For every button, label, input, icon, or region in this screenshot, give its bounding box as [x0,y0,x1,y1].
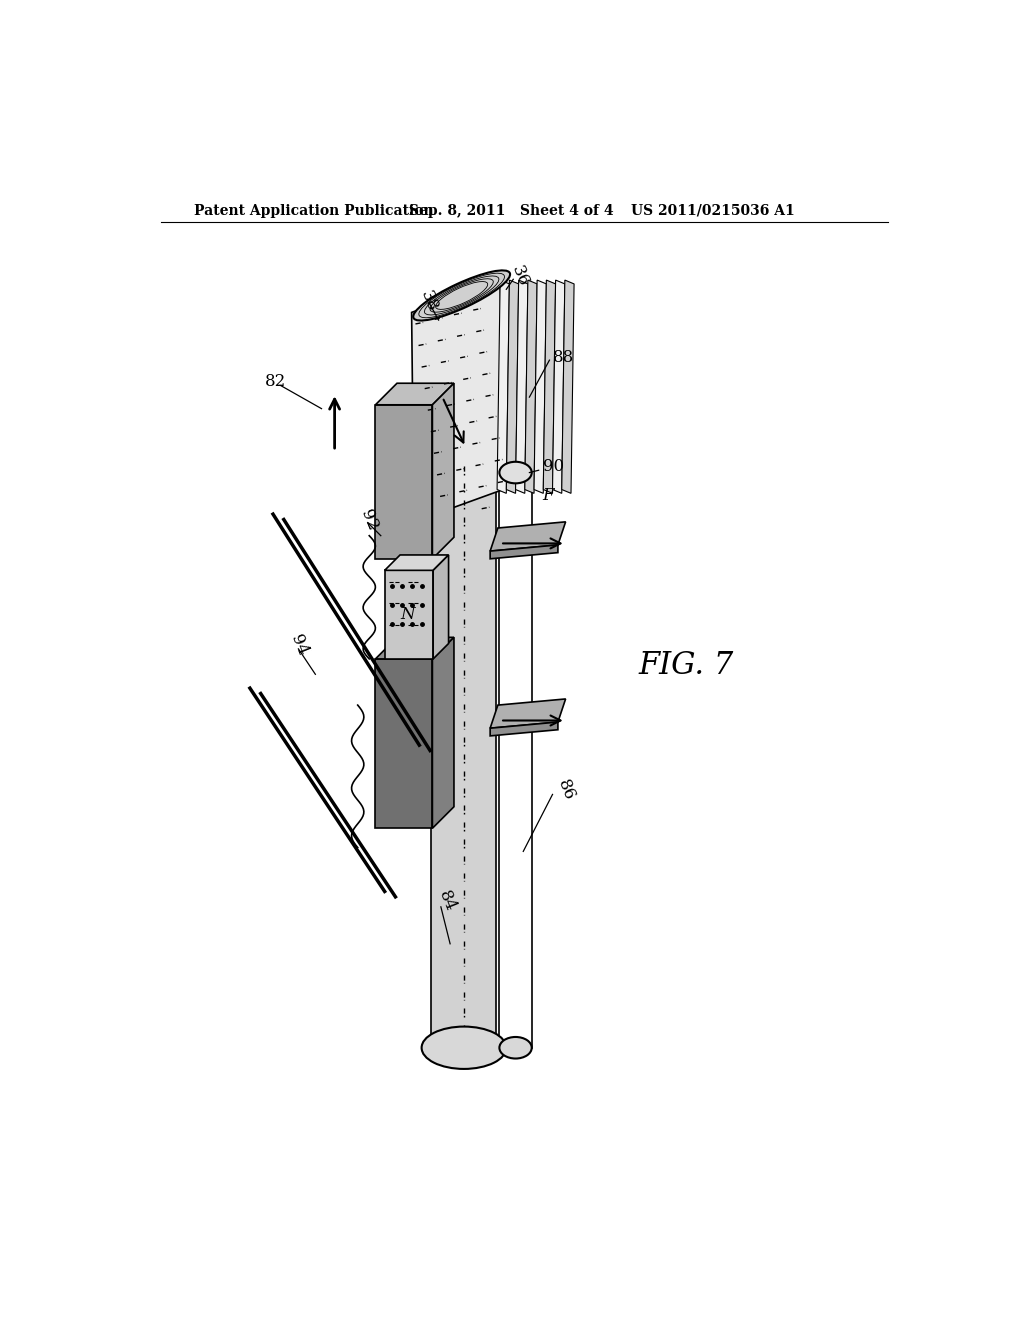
Polygon shape [544,280,556,494]
Polygon shape [535,280,547,494]
Polygon shape [376,638,454,659]
Text: US 2011/0215036 A1: US 2011/0215036 A1 [631,203,795,218]
Polygon shape [385,554,449,570]
Polygon shape [506,280,518,494]
Polygon shape [412,280,503,521]
Polygon shape [490,521,565,552]
Polygon shape [433,554,449,659]
Polygon shape [490,545,558,558]
Polygon shape [524,280,538,494]
Polygon shape [562,280,574,494]
Text: F: F [543,487,554,504]
Polygon shape [376,659,432,829]
Polygon shape [376,405,432,558]
Text: 88: 88 [553,348,573,366]
Polygon shape [515,280,528,494]
Text: 92: 92 [357,507,381,533]
Text: 84: 84 [435,888,459,915]
Ellipse shape [500,462,531,483]
Text: Sep. 8, 2011   Sheet 4 of 4: Sep. 8, 2011 Sheet 4 of 4 [410,203,614,218]
Polygon shape [432,383,454,558]
Polygon shape [385,570,433,659]
Text: 94: 94 [287,632,310,657]
Polygon shape [553,280,565,494]
Text: 36: 36 [508,263,531,289]
Polygon shape [432,638,454,829]
Polygon shape [490,722,558,737]
Text: Patent Application Publication: Patent Application Publication [194,203,433,218]
Ellipse shape [414,271,510,321]
Text: 86: 86 [554,777,578,803]
Polygon shape [431,459,497,1059]
Polygon shape [490,700,565,729]
Ellipse shape [422,1027,506,1069]
Text: 82: 82 [265,374,287,391]
Polygon shape [376,383,454,405]
Ellipse shape [500,1038,531,1059]
Text: FIG. 7: FIG. 7 [639,649,734,681]
Polygon shape [497,280,509,494]
Text: N: N [400,606,415,623]
Text: 90: 90 [543,458,563,475]
Text: 38: 38 [417,288,440,314]
